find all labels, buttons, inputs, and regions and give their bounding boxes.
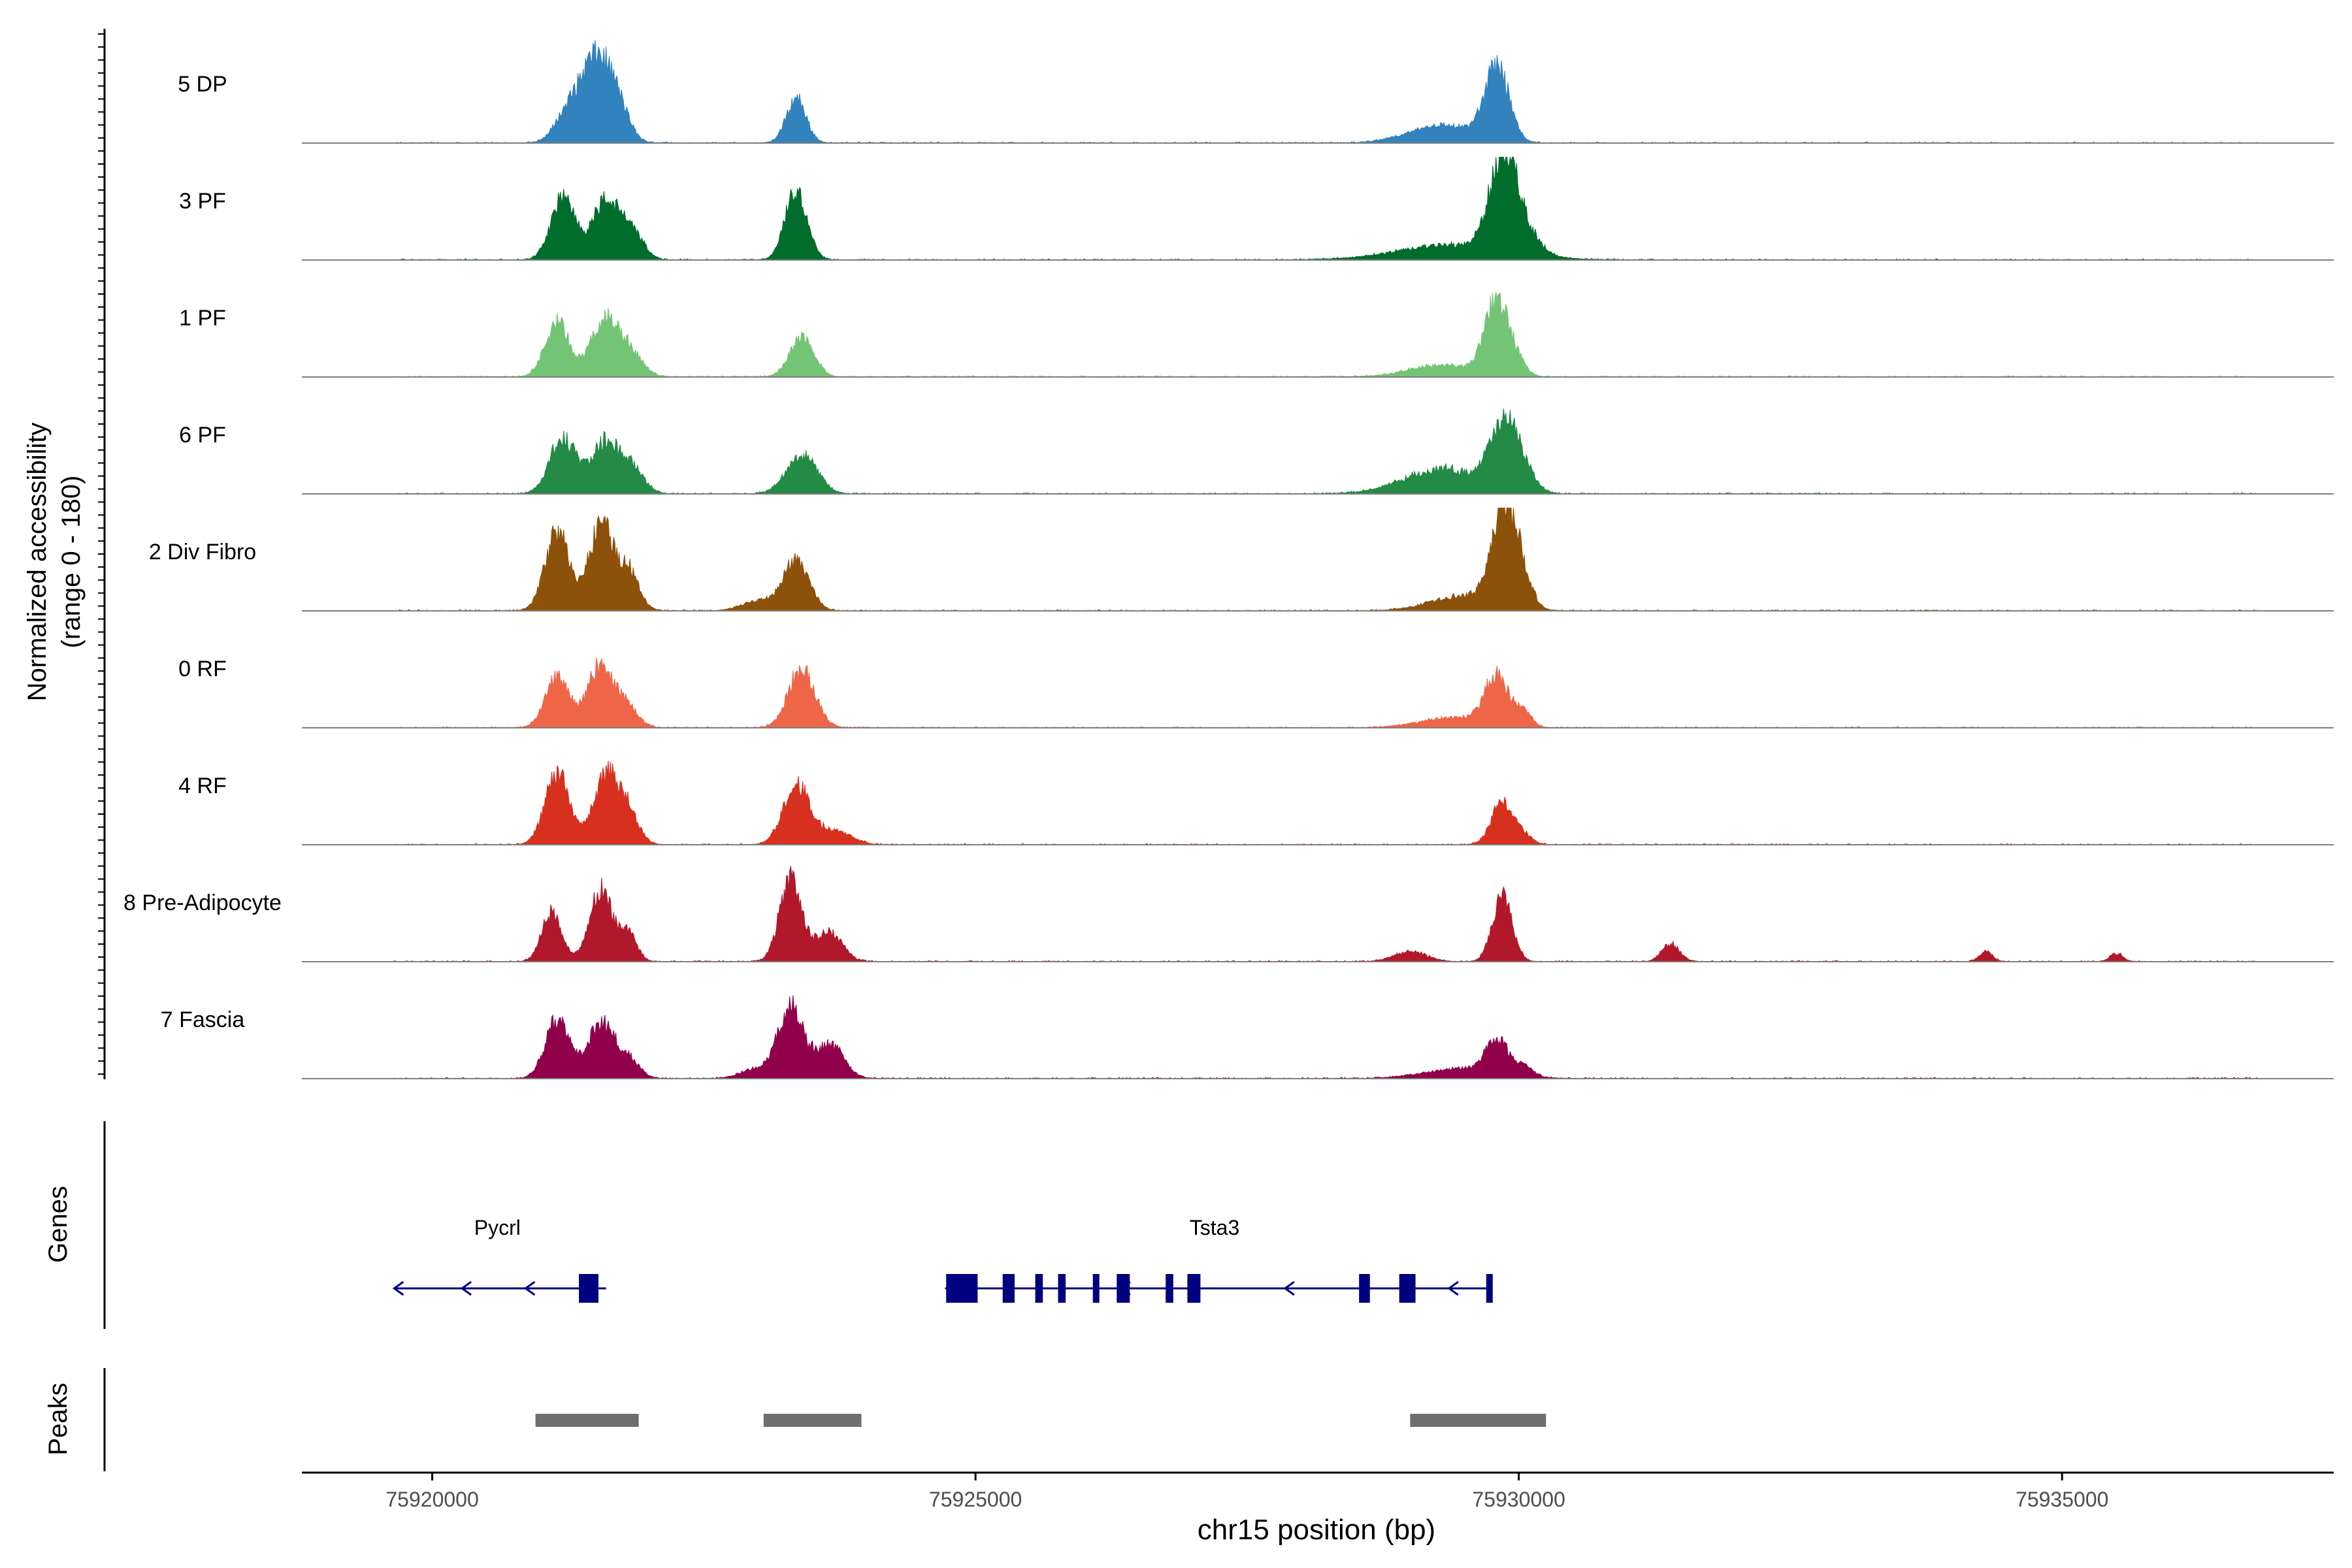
peak-regions	[535, 1414, 1546, 1427]
strand-arrow	[1447, 1281, 1459, 1296]
coverage-area	[393, 157, 2259, 261]
strand-arrow	[587, 1281, 599, 1296]
track-label: 6 PF	[179, 423, 226, 448]
x-tick-label: 75930000	[1472, 1488, 1565, 1511]
track-label: 3 PF	[179, 189, 226, 214]
coverage-area	[393, 508, 2259, 612]
strand-arrow	[1283, 1281, 1295, 1296]
strand-arrow	[523, 1281, 536, 1296]
track-7: 8 Pre-Adipocyte	[123, 866, 2334, 962]
peak-region	[535, 1414, 639, 1427]
gene-exon	[1035, 1274, 1043, 1303]
track-label: 5 DP	[178, 72, 227, 97]
track-label: 0 RF	[178, 657, 227, 681]
x-tick-label: 75935000	[2016, 1488, 2108, 1511]
coverage-area	[393, 408, 2259, 495]
gene-label: Tsta3	[1190, 1216, 1239, 1239]
gene-exon	[1359, 1274, 1370, 1303]
coverage-area	[393, 995, 2259, 1079]
gene-exon	[1399, 1274, 1416, 1303]
gene-exon	[1058, 1274, 1066, 1303]
track-label: 8 Pre-Adipocyte	[123, 890, 282, 915]
strand-arrow	[392, 1281, 404, 1296]
x-axis-ticks: 75920000 75925000 75930000 75935000	[385, 1473, 2108, 1511]
track-5: 0 RF	[178, 657, 2334, 728]
track-6: 4 RF	[178, 760, 2334, 845]
peak-region	[1410, 1414, 1546, 1427]
coverage-area	[393, 760, 2259, 845]
gene-exon	[1187, 1274, 1201, 1303]
track-4: 2 Div Fibro	[149, 508, 2334, 612]
coverage-area	[393, 292, 2259, 378]
peak-region	[763, 1414, 862, 1427]
x-axis-label: chr15 position (bp)	[1198, 1514, 1435, 1546]
strand-arrow	[1119, 1281, 1131, 1296]
track-8: 7 Fascia	[161, 995, 2334, 1079]
coverage-y-ticks	[98, 33, 105, 1075]
gene-pycrl: Pycrl	[392, 1216, 606, 1303]
gene-annotations: Pycrl Tsta3	[392, 1216, 1493, 1303]
track-label: 1 PF	[179, 306, 226, 331]
x-tick-label: 75920000	[385, 1488, 478, 1511]
strand-arrow	[944, 1281, 956, 1296]
strand-arrow	[460, 1281, 472, 1296]
track-1: 3 PF	[179, 157, 2334, 261]
y-axis-label-line2: (range 0 - 180)	[57, 476, 86, 649]
genes-panel-label: Genes	[44, 1186, 73, 1263]
coverage-area	[393, 40, 2259, 144]
gene-exon	[1166, 1274, 1173, 1303]
track-0: 5 DP	[178, 40, 2334, 144]
track-label: 4 RF	[178, 774, 227, 798]
gene-exon	[1092, 1274, 1100, 1303]
coverage-tracks: 5 DP 3 PF 1 PF 6 PF 2 Div Fibro 0 RF 4 RF 8 Pre…	[123, 40, 2334, 1079]
coverage-area	[393, 866, 2259, 962]
track-label: 2 Div Fibro	[149, 540, 256, 564]
gene-tsta3: Tsta3	[944, 1216, 1493, 1303]
gene-exon	[1486, 1274, 1493, 1303]
track-label: 7 Fascia	[161, 1007, 245, 1032]
track-3: 6 PF	[179, 408, 2334, 495]
y-axis-label-line1: Normalized accessibility	[23, 423, 52, 702]
gene-exon	[1117, 1274, 1130, 1303]
peaks-panel-label: Peaks	[44, 1382, 73, 1455]
x-tick-label: 75925000	[929, 1488, 1022, 1511]
track-2: 1 PF	[179, 292, 2334, 378]
gene-label: Pycrl	[474, 1216, 521, 1239]
gene-exon	[1002, 1274, 1015, 1303]
gene-exon	[946, 1274, 978, 1303]
coverage-area	[393, 657, 2259, 728]
